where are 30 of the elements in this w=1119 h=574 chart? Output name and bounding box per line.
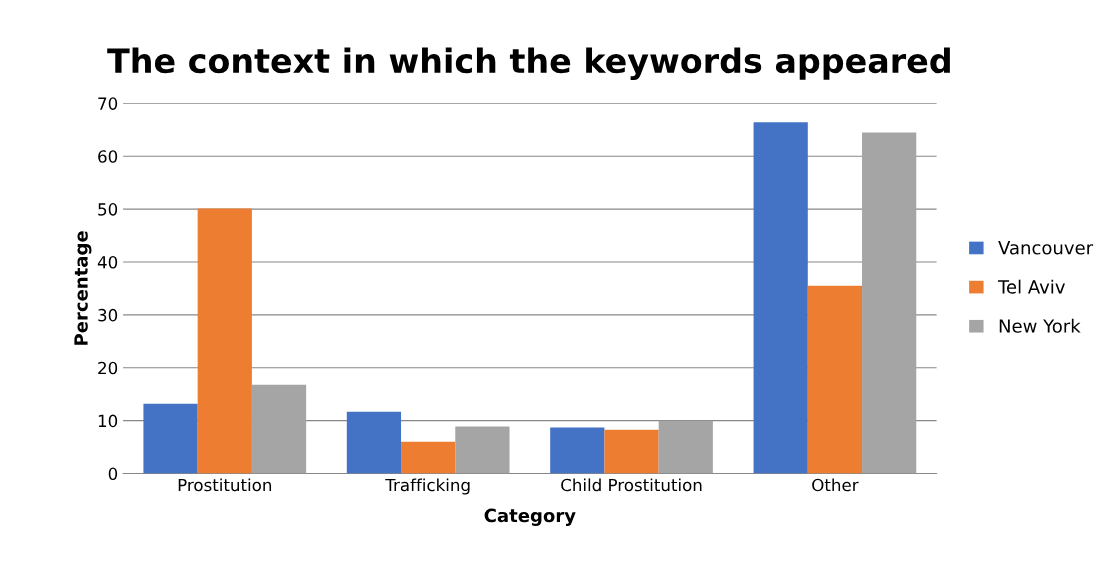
y-tick-label: 10 <box>98 414 118 428</box>
y-tick-label: 70 <box>98 97 118 110</box>
bar <box>550 427 605 474</box>
x-tick-label: Trafficking <box>385 478 470 495</box>
bar <box>455 426 510 474</box>
bar <box>753 122 808 474</box>
y-tick-label: 40 <box>97 255 118 269</box>
y-tick-label: 0 <box>108 467 118 481</box>
y-tick-label: 30 <box>98 308 118 322</box>
legend-label: New York <box>999 318 1081 333</box>
bar <box>251 384 307 474</box>
y-tick-label: 60 <box>98 150 118 163</box>
legend-label: Vancouver <box>998 241 1094 255</box>
bar <box>862 132 917 474</box>
bar <box>197 208 252 474</box>
x-tick-label: Prostitution <box>178 478 272 492</box>
x-axis-title: Category <box>484 508 576 526</box>
bar <box>604 429 659 474</box>
chart-title: The context in which the keywords appeared <box>107 47 950 80</box>
bar <box>807 285 863 474</box>
bar <box>658 420 713 474</box>
y-tick-label: 20 <box>98 361 118 375</box>
y-axis-title: Percentage <box>74 231 92 345</box>
bar <box>346 411 402 474</box>
x-tick-label: Child Prostitution <box>561 478 702 492</box>
bar <box>143 403 198 474</box>
bar <box>401 441 456 474</box>
x-tick-label: Other <box>812 478 859 492</box>
legend-label: Tel Aviv <box>997 279 1065 294</box>
y-tick-label: 50 <box>98 203 118 216</box>
